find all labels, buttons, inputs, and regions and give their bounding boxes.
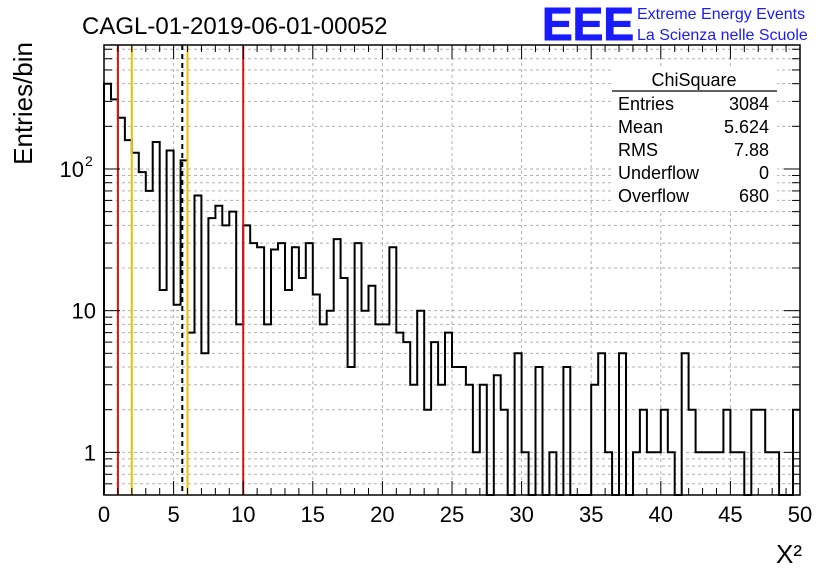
- x-axis-label: X²: [776, 539, 802, 569]
- stats-value-overflow: 680: [739, 186, 769, 206]
- eee-logo: EEE Extreme Energy Events La Scienza nel…: [542, 0, 808, 51]
- x-tick-label: 0: [98, 502, 110, 527]
- y-tick-label: 10: [72, 299, 96, 324]
- y-tick-label: 10: [60, 157, 84, 182]
- histogram-series: [103, 82, 800, 496]
- x-tick-label: 30: [509, 502, 533, 527]
- histogram-outline: [103, 82, 800, 496]
- x-tick-label: 10: [231, 502, 255, 527]
- y-axis-label: Entries/bin: [8, 42, 38, 165]
- x-tick-label: 15: [301, 502, 325, 527]
- stats-box-bg: [612, 66, 777, 210]
- stats-label-rms: RMS: [618, 140, 658, 160]
- x-tick-label: 40: [649, 502, 673, 527]
- x-tick-label: 25: [440, 502, 464, 527]
- stats-value-entries: 3084: [729, 94, 769, 114]
- y-tick-exponent: 2: [85, 153, 93, 169]
- x-tick-label: 35: [579, 502, 603, 527]
- stats-label-entries: Entries: [618, 94, 674, 114]
- x-tick-label: 5: [167, 502, 179, 527]
- axis-ticks: [103, 45, 801, 496]
- y-tick-label: 1: [84, 440, 96, 465]
- stats-label-underflow: Underflow: [618, 163, 700, 183]
- stats-value-underflow: 0: [759, 163, 769, 183]
- x-tick-label: 50: [788, 502, 812, 527]
- x-tick-label: 45: [718, 502, 742, 527]
- stats-label-mean: Mean: [618, 117, 663, 137]
- logo-line-2: La Scienza nelle Scuole: [637, 27, 808, 44]
- stats-value-rms: 7.88: [734, 140, 769, 160]
- logo-mark: EEE: [542, 0, 634, 50]
- stats-box-title: ChiSquare: [651, 70, 736, 90]
- x-tick-label: 20: [370, 502, 394, 527]
- reference-lines: [116, 45, 245, 495]
- logo-line-1: Extreme Energy Events: [637, 6, 805, 23]
- stats-box: ChiSquare Entries 3084 Mean 5.624 RMS 7.…: [612, 66, 777, 210]
- stats-value-mean: 5.624: [724, 117, 769, 137]
- stats-label-overflow: Overflow: [618, 186, 690, 206]
- chart-title: CAGL-01-2019-06-01-00052: [82, 13, 388, 40]
